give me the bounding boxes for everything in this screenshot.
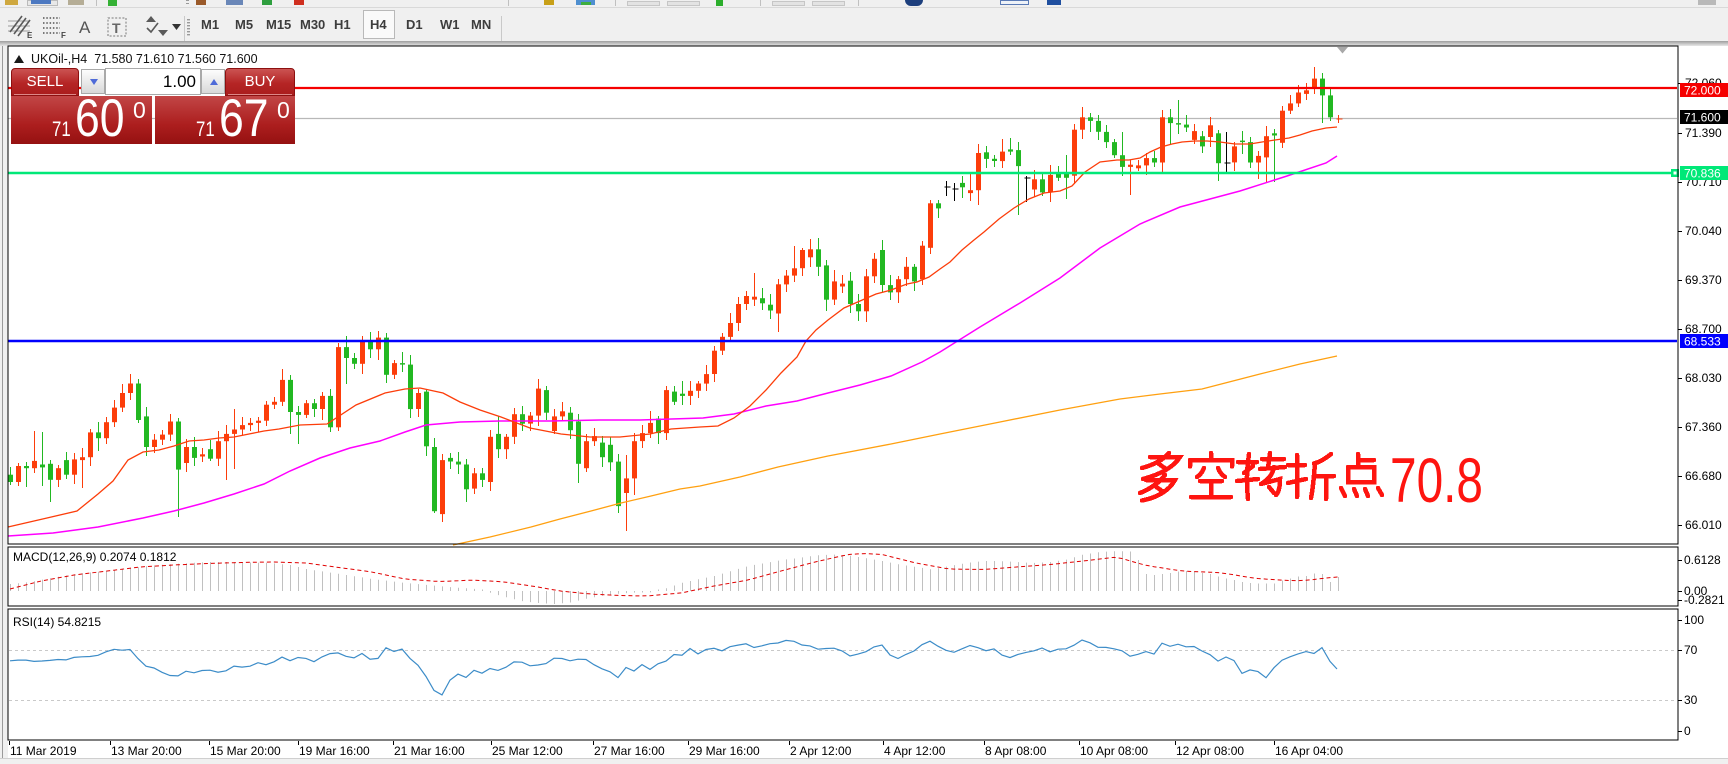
svg-text:T: T [112, 20, 121, 36]
svg-text:70: 70 [1684, 643, 1698, 657]
svg-text:13 Mar 20:00: 13 Mar 20:00 [111, 744, 182, 758]
svg-text:71.600: 71.600 [1684, 111, 1721, 125]
svg-text:E: E [27, 31, 33, 40]
svg-text:F: F [61, 31, 66, 40]
svg-text:2 Apr 12:00: 2 Apr 12:00 [790, 744, 852, 758]
svg-text:70.040: 70.040 [1685, 224, 1722, 238]
svg-text:0.6128: 0.6128 [1684, 553, 1721, 567]
svg-text:29 Mar 16:00: 29 Mar 16:00 [689, 744, 760, 758]
svg-text:68.700: 68.700 [1685, 322, 1722, 336]
svg-text:11 Mar 2019: 11 Mar 2019 [10, 744, 77, 758]
svg-text:A: A [79, 18, 91, 37]
svg-text:27 Mar 16:00: 27 Mar 16:00 [594, 744, 665, 758]
svg-text:71.390: 71.390 [1685, 126, 1722, 140]
svg-text:30: 30 [1684, 693, 1698, 707]
svg-text:12 Apr 08:00: 12 Apr 08:00 [1176, 744, 1244, 758]
svg-text:25 Mar 12:00: 25 Mar 12:00 [492, 744, 563, 758]
svg-text:72.000: 72.000 [1684, 84, 1721, 98]
svg-text:100: 100 [1684, 613, 1704, 627]
svg-text:0.00: 0.00 [1684, 584, 1708, 598]
svg-text:RSI(14) 54.8215: RSI(14) 54.8215 [13, 615, 101, 629]
svg-text:67.360: 67.360 [1685, 420, 1722, 434]
svg-text:8 Apr 08:00: 8 Apr 08:00 [985, 744, 1047, 758]
svg-text:-0.2821: -0.2821 [1684, 593, 1725, 607]
svg-text:66.680: 66.680 [1685, 469, 1722, 483]
svg-text:15 Mar 20:00: 15 Mar 20:00 [210, 744, 281, 758]
svg-text:4 Apr 12:00: 4 Apr 12:00 [884, 744, 946, 758]
svg-text:0: 0 [1684, 724, 1691, 738]
svg-text:70.8: 70.8 [1390, 446, 1483, 516]
svg-text:21 Mar 16:00: 21 Mar 16:00 [394, 744, 465, 758]
svg-text:19 Mar 16:00: 19 Mar 16:00 [299, 744, 370, 758]
svg-text:16 Apr 04:00: 16 Apr 04:00 [1275, 744, 1343, 758]
svg-text:68.030: 68.030 [1685, 371, 1722, 385]
svg-text:70.836: 70.836 [1684, 167, 1721, 181]
svg-text:66.010: 66.010 [1685, 518, 1722, 532]
svg-text:10 Apr 08:00: 10 Apr 08:00 [1080, 744, 1148, 758]
svg-text:68.533: 68.533 [1684, 335, 1721, 349]
svg-text:MACD(12,26,9) 0.2074 0.1812: MACD(12,26,9) 0.2074 0.1812 [13, 550, 177, 564]
svg-text:69.370: 69.370 [1685, 273, 1722, 287]
